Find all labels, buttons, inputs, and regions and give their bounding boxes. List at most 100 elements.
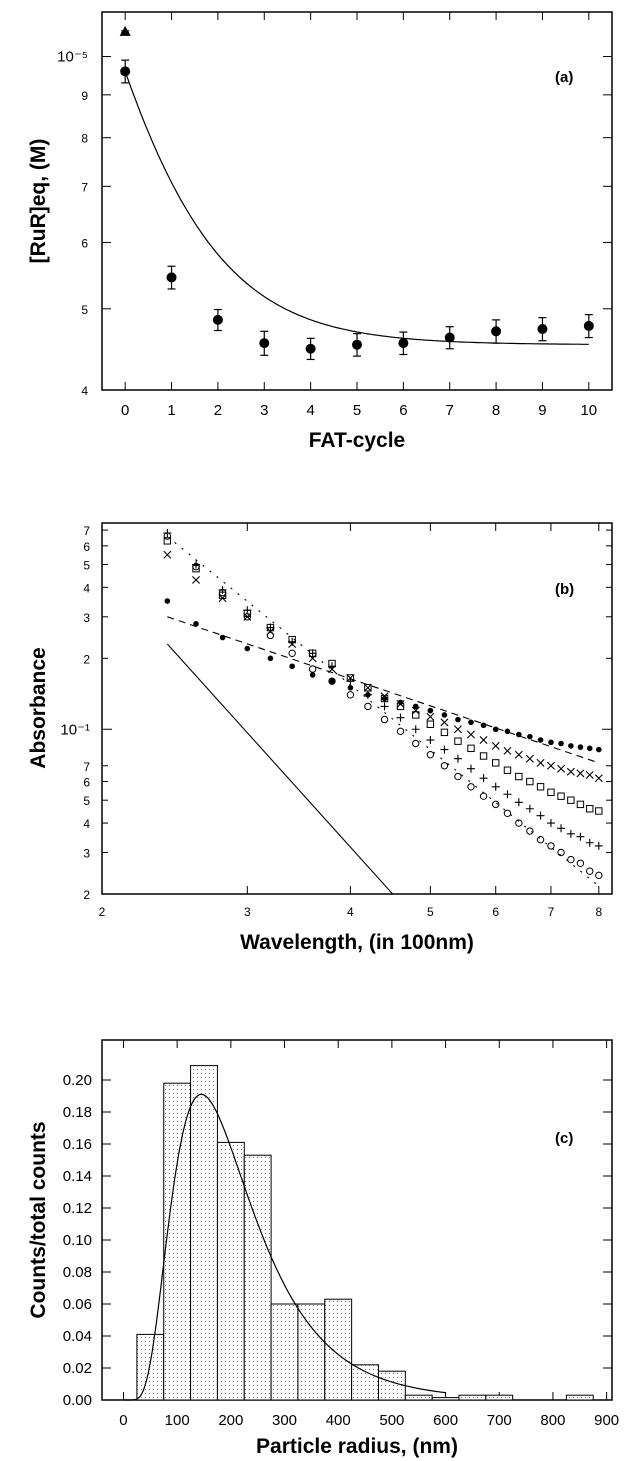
panel-b-y-tick-label: 3	[83, 611, 90, 625]
panel-b-point	[546, 819, 555, 828]
panel-b-point	[397, 699, 404, 706]
panel-b-x-tick-label: 5	[427, 905, 434, 919]
panel-b-point	[526, 777, 534, 786]
panel-b-point	[479, 736, 488, 745]
panel-c-y-tick-label: 0.18	[63, 1104, 92, 1121]
panel-b-point	[557, 824, 566, 833]
panel-b-point	[380, 692, 389, 701]
panel-c-bar	[136, 1333, 165, 1401]
panel-b-point	[163, 550, 172, 559]
panel-b-point	[328, 677, 336, 685]
panel-c-bar	[216, 1141, 245, 1401]
panel-b-point	[525, 754, 534, 763]
panel-c-x-tick-label: 800	[540, 1412, 565, 1429]
panel-b-point	[453, 725, 462, 734]
panel-b-point	[536, 758, 545, 767]
panel-b-x-tick-label: 4	[347, 905, 354, 919]
panel-b-point	[380, 715, 389, 724]
panel-c-y-tick-label: 0.14	[63, 1168, 92, 1185]
panel-b-point	[491, 741, 500, 750]
panel-b-point	[219, 634, 226, 641]
panel-c-x-tick-label: 700	[487, 1412, 512, 1429]
panel-b-point	[243, 606, 252, 615]
panel-b-point	[547, 788, 555, 797]
panel-b-y-tick-label: 7	[83, 524, 90, 538]
panel-c-y-tick-label: 0.06	[63, 1296, 92, 1313]
panel-b-point	[467, 783, 475, 791]
panel-c-bar	[297, 1303, 326, 1401]
panel-b-point	[515, 819, 523, 827]
panel-b-x-tick-label: 7	[548, 905, 555, 919]
panel-b-point	[468, 719, 474, 726]
panel-a-point	[212, 314, 223, 325]
panel-b-point	[516, 731, 522, 738]
panel-c-bar	[431, 1397, 460, 1401]
panel-c-x-tick-label: 400	[326, 1412, 351, 1429]
panel-b-point	[594, 841, 603, 850]
panel-b-point	[568, 743, 574, 749]
panel-a-point	[120, 66, 131, 77]
panel-a-x-tick-label: 2	[214, 402, 222, 419]
panel-b-point	[309, 672, 316, 678]
panel-b-point	[576, 769, 585, 778]
panel-b-point	[536, 783, 545, 791]
panel-c-chart: 0 100 200 300 400 500 600 700 800 900 0.00 0.02 0.04…	[27, 1039, 619, 1458]
panel-b-point	[515, 772, 523, 781]
panel-c-fit-curve	[123, 1093, 446, 1401]
panel-b-point	[479, 774, 488, 783]
panel-c-bar	[404, 1394, 433, 1401]
panel-b-point	[346, 677, 355, 686]
panel-b-y-tick-label: 6	[83, 776, 90, 790]
panel-b-point	[585, 838, 594, 847]
panel-b-point	[441, 712, 448, 718]
panel-b-point	[396, 713, 405, 722]
panel-b-y-tick-label: 7	[83, 760, 90, 774]
panel-b-point	[308, 649, 317, 658]
panel-c-x-tick-label: 100	[165, 1412, 190, 1429]
panel-b-point	[586, 745, 593, 752]
panel-b-point	[492, 759, 500, 767]
panel-a-point	[259, 338, 270, 349]
panel-b-point	[164, 598, 171, 604]
panel-b-point	[364, 702, 372, 711]
panel-b-point	[546, 761, 555, 770]
panel-b-point	[218, 588, 227, 597]
panel-a-y-tick-label: 8	[81, 132, 88, 146]
panel-b-dotted-line	[174, 542, 597, 885]
panel-b-chart: 2 3 4 5 6 7 8 2 3 4 5 6 7 10⁻¹ 2 3 4 5 6 7 (b) Wavelength, …	[27, 522, 613, 954]
panel-b-point	[503, 790, 512, 799]
panel-b-point	[412, 703, 419, 710]
panel-a-y-tick-label: 7	[81, 180, 88, 194]
panel-a-y-tick-label: 9	[81, 89, 88, 103]
panel-b-point	[586, 805, 594, 813]
panel-a-point	[398, 338, 409, 349]
panel-b-point	[566, 829, 575, 838]
panel-c-bar	[270, 1303, 299, 1401]
panel-b-point	[454, 772, 462, 781]
panel-b-point	[363, 690, 372, 699]
panel-b-y-tick-label: 6	[83, 540, 90, 554]
panel-a-x-tick-label: 9	[538, 402, 546, 419]
panel-b-point	[411, 706, 420, 715]
panel-b-dashed-line	[167, 616, 599, 764]
panel-a-y-tick-label: 5	[81, 303, 88, 317]
panel-b-point	[491, 782, 500, 791]
panel-b-point	[243, 613, 252, 621]
panel-b-point	[594, 774, 603, 783]
panel-c-bar	[458, 1394, 487, 1401]
panel-b-point	[503, 766, 512, 774]
panel-b-solid-line	[166, 643, 394, 895]
panel-b-point	[288, 649, 296, 658]
panel-c-tag: (c)	[555, 1130, 573, 1147]
panel-a-point	[583, 320, 594, 331]
panel-c-x-tick-label: 500	[379, 1412, 404, 1429]
panel-b-point	[347, 684, 354, 691]
panel-b-point	[479, 752, 488, 760]
panel-b-point	[504, 728, 511, 735]
panel-b-point	[576, 800, 585, 809]
panel-b-point	[526, 827, 534, 835]
panel-b-y-tick-label: 5	[83, 794, 90, 808]
panel-b-point	[547, 842, 555, 850]
panel-b-point	[548, 739, 554, 746]
